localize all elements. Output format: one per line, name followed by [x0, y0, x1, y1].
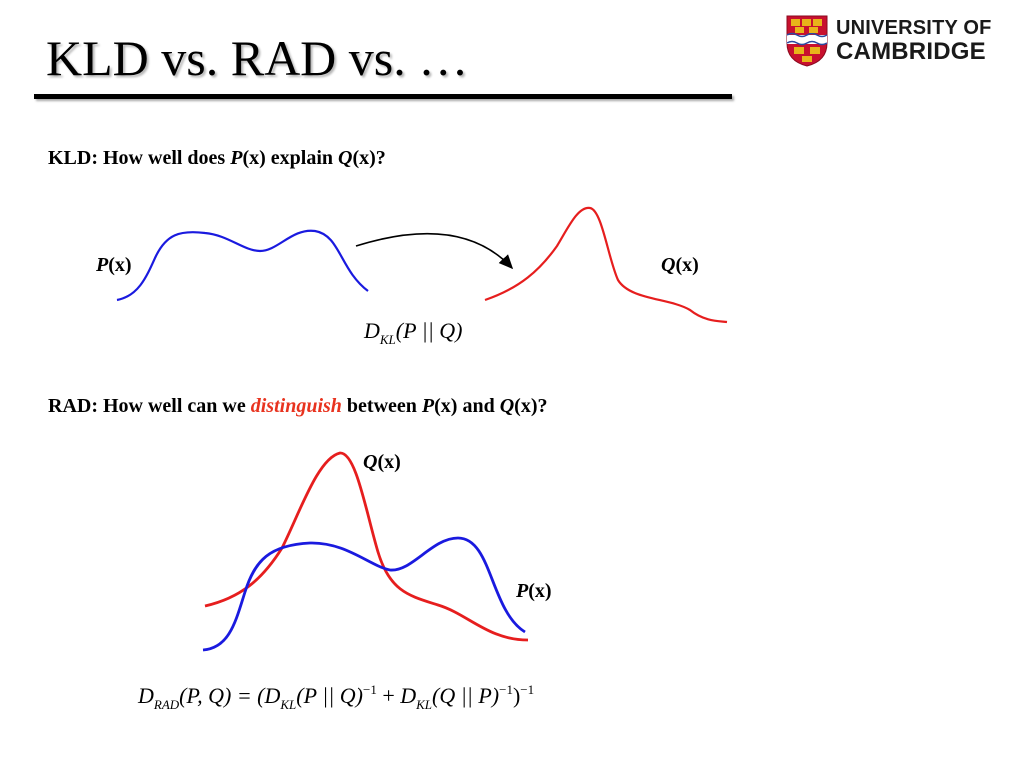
university-logo: UNIVERSITY OF CAMBRIDGE: [786, 15, 1012, 67]
kld-q-label: Q(x): [661, 254, 699, 276]
slide-title: KLD vs. RAD vs. …: [46, 30, 469, 86]
distinguish-emphasis: distinguish: [250, 395, 342, 417]
rad-p-curve: [202, 536, 526, 652]
title-underline: [34, 94, 732, 99]
kld-formula: DKL(P || Q): [364, 318, 463, 347]
kld-p-label: P(x): [96, 254, 132, 276]
rad-q-label: Q(x): [363, 451, 401, 473]
rad-question: RAD: How well can we distinguish between…: [48, 395, 548, 417]
logo-line-2: CAMBRIDGE: [836, 38, 986, 65]
cambridge-shield-icon: [786, 15, 828, 67]
rad-p-label: P(x): [516, 580, 552, 602]
kld-question: KLD: How well does P(x) explain Q(x)?: [48, 147, 386, 169]
rad-formula: DRAD(P, Q) = (DKL(P || Q)−1 + DKL(Q || P…: [138, 682, 535, 712]
logo-line-1: UNIVERSITY OF: [836, 17, 992, 39]
kld-p-curve: [116, 229, 369, 302]
kld-arrow: [355, 232, 514, 270]
rad-q-curve: [204, 451, 529, 642]
kld-q-curve: [484, 206, 728, 324]
